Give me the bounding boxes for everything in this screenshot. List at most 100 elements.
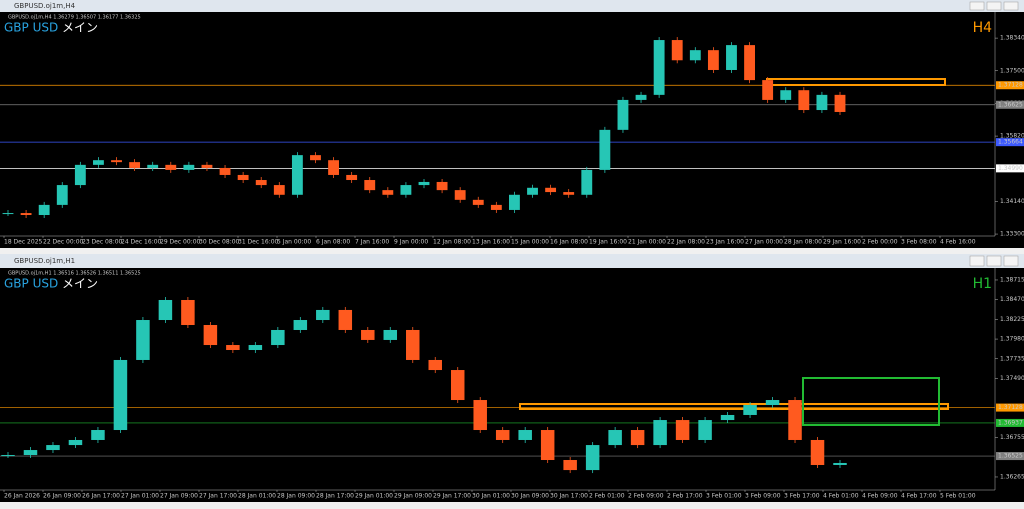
- date-label: 5 Jan 00:00: [277, 239, 311, 246]
- ohlc-header: GBPUSD.oj1m,H1 1.36516 1.36526 1.36511 1…: [8, 271, 141, 277]
- candle: [113, 359, 128, 431]
- price-level-tag: [996, 164, 1024, 173]
- price-level-tag: [996, 403, 1024, 412]
- date-label: 29 Dec 00:00: [160, 239, 201, 246]
- symbol-label: GBP USD: [4, 277, 58, 291]
- candle: [671, 40, 683, 61]
- candle: [726, 45, 737, 70]
- candle: [563, 460, 577, 471]
- candle: [201, 164, 213, 168]
- price-tick-label: 1.37735: [1000, 355, 1024, 362]
- window-button-max[interactable]: [986, 1, 1002, 11]
- date-label: 23 Dec 08:00: [82, 239, 123, 246]
- candle: [2, 213, 14, 215]
- window-titlebar: [0, 0, 1024, 12]
- candle: [271, 329, 285, 346]
- candle: [653, 40, 665, 95]
- candle: [273, 185, 285, 195]
- candle: [707, 50, 719, 70]
- date-label: 27 Jan 01:00: [121, 493, 159, 500]
- date-label: 12 Jan 08:00: [433, 239, 471, 246]
- candle: [762, 80, 774, 100]
- date-label: 4 Feb 09:00: [862, 493, 898, 500]
- price-tick-label: 1.37490: [1000, 375, 1024, 382]
- price-level-label: 1.36525: [998, 453, 1023, 460]
- candle: [473, 400, 487, 431]
- candle: [780, 90, 792, 100]
- date-label: 6 Jan 08:00: [316, 239, 350, 246]
- price-tick-label: 1.38470: [1000, 296, 1024, 303]
- date-label: 16 Jan 08:00: [550, 239, 588, 246]
- date-label: 13 Jan 16:00: [472, 239, 510, 246]
- candle: [743, 405, 757, 415]
- window-button-close[interactable]: [1003, 1, 1019, 11]
- candle: [698, 420, 712, 440]
- candle: [599, 129, 611, 170]
- candle: [248, 345, 263, 351]
- candle: [56, 185, 68, 205]
- date-label: 28 Jan 08:00: [784, 239, 822, 246]
- date-label: 29 Jan 01:00: [355, 493, 393, 500]
- date-label: 4 Feb 17:00: [901, 493, 937, 500]
- date-label: 3 Feb 08:00: [901, 239, 937, 246]
- price-level-label: 1.34990: [998, 165, 1023, 172]
- date-label: 29 Jan 09:00: [394, 493, 432, 500]
- price-level-label: 1.36937: [998, 419, 1023, 426]
- date-label: 7 Jan 16:00: [355, 239, 389, 246]
- date-label: 27 Jan 17:00: [199, 493, 237, 500]
- date-label: 30 Jan 01:00: [472, 493, 510, 500]
- candle: [361, 329, 375, 340]
- candle: [635, 94, 647, 100]
- price-level-label: 1.36625: [998, 101, 1023, 108]
- candle: [383, 329, 398, 340]
- candle: [617, 99, 629, 130]
- candle: [316, 309, 330, 321]
- date-label: 21 Jan 00:00: [628, 239, 666, 246]
- candle: [450, 370, 465, 401]
- candle: [93, 160, 104, 165]
- price-tick-label: 1.36265: [1000, 473, 1024, 480]
- date-label: 5 Feb 01:00: [940, 493, 976, 500]
- candle: [338, 309, 353, 330]
- date-label: 15 Jan 00:00: [511, 239, 549, 246]
- symbol-label: GBP USD: [4, 21, 58, 35]
- date-label: 2 Feb 09:00: [628, 493, 664, 500]
- window-button-close[interactable]: [1003, 255, 1019, 267]
- candle: [540, 430, 555, 461]
- price-level-label: 1.35664: [998, 139, 1023, 146]
- date-label: 2 Feb 01:00: [589, 493, 625, 500]
- date-label: 26 Jan 2026: [4, 493, 40, 500]
- candle: [147, 164, 159, 168]
- date-label: 23 Jan 16:00: [706, 239, 744, 246]
- date-label: 27 Jan 00:00: [745, 239, 783, 246]
- date-label: 3 Feb 17:00: [784, 493, 820, 500]
- candle: [788, 400, 802, 440]
- candle: [20, 213, 32, 216]
- date-label: 4 Feb 16:00: [940, 239, 976, 246]
- price-level-label: 1.37128: [998, 404, 1023, 411]
- date-label: 26 Jan 09:00: [43, 493, 81, 500]
- price-tick-label: 1.36755: [1000, 434, 1024, 441]
- window-button-min[interactable]: [969, 255, 985, 267]
- timeframe-label: H1: [973, 276, 992, 292]
- candle: [74, 164, 86, 186]
- candle: [46, 445, 60, 451]
- price-tick-label: 1.38340: [1000, 35, 1024, 42]
- candle: [765, 400, 780, 406]
- candle: [454, 190, 466, 200]
- date-label: 3 Feb 01:00: [706, 493, 742, 500]
- candle: [158, 299, 173, 321]
- candle: [136, 320, 150, 360]
- candle: [436, 181, 448, 191]
- candle: [418, 181, 430, 186]
- price-level-label: 1.37128: [998, 82, 1023, 89]
- candle: [490, 204, 502, 210]
- window-button-min[interactable]: [969, 1, 985, 11]
- candle: [689, 50, 701, 61]
- date-label: 28 Jan 09:00: [277, 493, 315, 500]
- window-button-max[interactable]: [986, 255, 1002, 267]
- main-label: メイン: [62, 277, 98, 291]
- candle: [293, 320, 308, 330]
- price-level-tag: [996, 138, 1024, 147]
